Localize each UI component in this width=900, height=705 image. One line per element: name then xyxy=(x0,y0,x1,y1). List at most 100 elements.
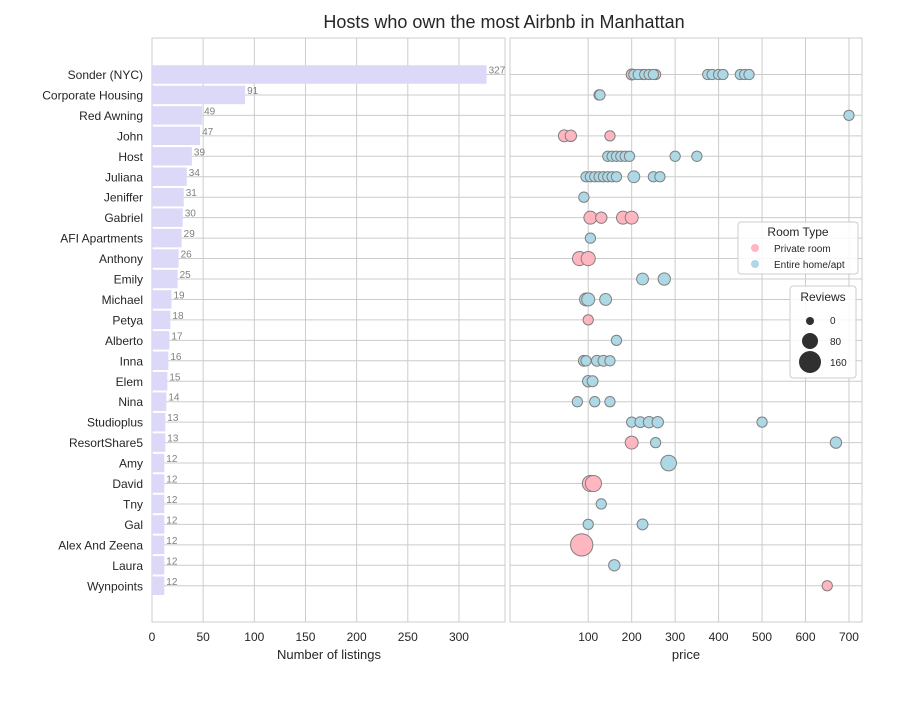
bar-wynpoints xyxy=(152,576,165,595)
bar-value-label-tny: 12 xyxy=(166,495,178,506)
bar-afi-apartments xyxy=(152,228,182,248)
point-entire-home-apt-studioplus xyxy=(756,416,768,428)
host-tick-john: John xyxy=(117,129,143,143)
bar-value-label-host: 39 xyxy=(194,147,206,158)
chart-title: Hosts who own the most Airbnb in Manhatt… xyxy=(323,12,684,32)
bar-alex-and-zeena xyxy=(152,535,165,555)
bar-panel-frame xyxy=(151,37,506,623)
host-tick-petya: Petya xyxy=(112,313,143,327)
host-tick-corporate-housing: Corporate Housing xyxy=(42,88,143,102)
legend-reviews-marker-0 xyxy=(806,317,814,325)
point-entire-home-apt-jeniffer xyxy=(578,191,590,203)
host-tick-michael: Michael xyxy=(102,293,143,307)
scatter-x-tick-400: 400 xyxy=(709,630,729,644)
point-entire-home-apt-emily xyxy=(657,272,671,286)
host-tick-alex-and-zeena: Alex And Zeena xyxy=(58,538,143,552)
legend-reviews-label-0: 0 xyxy=(830,316,836,327)
bar-value-label-anthony: 26 xyxy=(181,250,193,261)
bar-host xyxy=(152,147,192,166)
legend-room-type: Room Type Private room Entire home/apt xyxy=(737,221,859,275)
point-entire-home-apt-gal xyxy=(636,518,649,531)
point-entire-home-apt-sonder-nyc xyxy=(647,68,660,81)
point-entire-home-apt-studioplus xyxy=(651,415,664,429)
legend-reviews-marker-160 xyxy=(799,351,821,373)
point-private-room-anthony xyxy=(580,250,596,267)
bar-value-label-juliana: 34 xyxy=(189,168,201,179)
bar-x-tick-0: 0 xyxy=(149,630,156,644)
bar-value-label-gal: 12 xyxy=(166,515,178,526)
bar-x-tick-250: 250 xyxy=(398,630,418,644)
host-tick-gal: Gal xyxy=(124,518,143,532)
bar-red-awning xyxy=(152,106,203,125)
legend-reviews-label-80: 80 xyxy=(830,337,842,348)
bar-petya xyxy=(152,310,171,330)
bar-john xyxy=(152,126,201,146)
bar-x-tick-200: 200 xyxy=(347,630,367,644)
bar-value-label-petya: 18 xyxy=(172,311,184,322)
bar-value-label-studioplus: 13 xyxy=(167,413,179,424)
host-tick-david: David xyxy=(112,477,143,491)
scatter-points xyxy=(557,68,855,592)
point-entire-home-apt-host xyxy=(691,150,703,162)
bar-juliana xyxy=(152,167,187,186)
bar-value-label-jeniffer: 31 xyxy=(186,188,198,199)
host-tick-inna: Inna xyxy=(120,354,144,368)
bar-value-label-inna: 16 xyxy=(170,352,182,363)
bar-x-tick-100: 100 xyxy=(244,630,264,644)
bar-value-label-afi-apartments: 29 xyxy=(184,229,196,240)
bar-value-label-amy: 12 xyxy=(166,454,178,465)
point-private-room-john xyxy=(604,130,616,142)
bar-resortshare5 xyxy=(152,433,166,452)
host-tick-elem: Elem xyxy=(116,375,143,389)
scatter-x-tick-labels: 100 200 300 400 500 600 700 xyxy=(578,630,859,644)
point-entire-home-apt-nina xyxy=(571,396,583,408)
host-tick-jeniffer: Jeniffer xyxy=(104,191,143,205)
bar-value-label-wynpoints: 12 xyxy=(166,577,178,588)
point-private-room-resortshare5 xyxy=(624,435,639,450)
bar-anthony xyxy=(152,249,179,268)
host-tick-studioplus: Studioplus xyxy=(87,416,143,430)
point-entire-home-apt-alberto xyxy=(610,334,623,346)
point-entire-home-apt-host xyxy=(669,150,681,162)
point-private-room-gabriel xyxy=(624,210,639,225)
point-private-room-wynpoints xyxy=(821,580,833,592)
point-private-room-gabriel xyxy=(595,211,608,224)
host-tick-labels: Sonder (NYC) Corporate Housing Red Awning J… xyxy=(42,68,143,593)
host-tick-amy: Amy xyxy=(119,457,143,471)
bar-value-label-corporate-housing: 91 xyxy=(247,86,259,97)
point-entire-home-apt-laura xyxy=(608,559,621,572)
point-entire-home-apt-juliana xyxy=(627,170,641,184)
bar-gabriel xyxy=(152,208,183,227)
host-tick-afi-apartments: AFI Apartments xyxy=(60,232,143,246)
point-entire-home-apt-sonder-nyc xyxy=(743,68,755,81)
bar-jeniffer xyxy=(152,187,184,207)
scatter-x-tick-200: 200 xyxy=(622,630,642,644)
bar-value-label-gabriel: 30 xyxy=(185,209,197,220)
point-entire-home-apt-nina xyxy=(589,396,601,408)
bar-x-tick-50: 50 xyxy=(196,630,210,644)
point-entire-home-apt-sonder-nyc xyxy=(717,68,729,81)
point-entire-home-apt-michael xyxy=(599,293,613,306)
legend-private-room-label: Private room xyxy=(774,244,831,255)
scatter-x-tick-700: 700 xyxy=(839,630,859,644)
point-entire-home-apt-afi-apartments xyxy=(584,232,597,244)
point-entire-home-apt-juliana xyxy=(610,171,623,183)
bar-value-label-alex-and-zeena: 12 xyxy=(166,536,178,547)
bar-studioplus xyxy=(152,412,166,432)
legend-reviews-marker-80 xyxy=(802,333,818,349)
bar-nina xyxy=(152,392,167,411)
legend-room-type-title: Room Type xyxy=(767,225,828,239)
bar-value-label-michael: 19 xyxy=(173,290,185,301)
scatter-x-tick-500: 500 xyxy=(752,630,772,644)
bar-value-label-sonder-nyc: 327 xyxy=(489,66,506,77)
legend-room-type-box xyxy=(737,221,859,275)
bar-x-tick-150: 150 xyxy=(295,630,315,644)
point-private-room-david xyxy=(584,474,602,493)
host-tick-nina: Nina xyxy=(118,395,143,409)
host-tick-gabriel: Gabriel xyxy=(104,211,143,225)
legend-reviews-title: Reviews xyxy=(800,290,845,304)
point-entire-home-apt-resortshare5 xyxy=(649,436,662,449)
point-entire-home-apt-michael xyxy=(581,292,596,307)
